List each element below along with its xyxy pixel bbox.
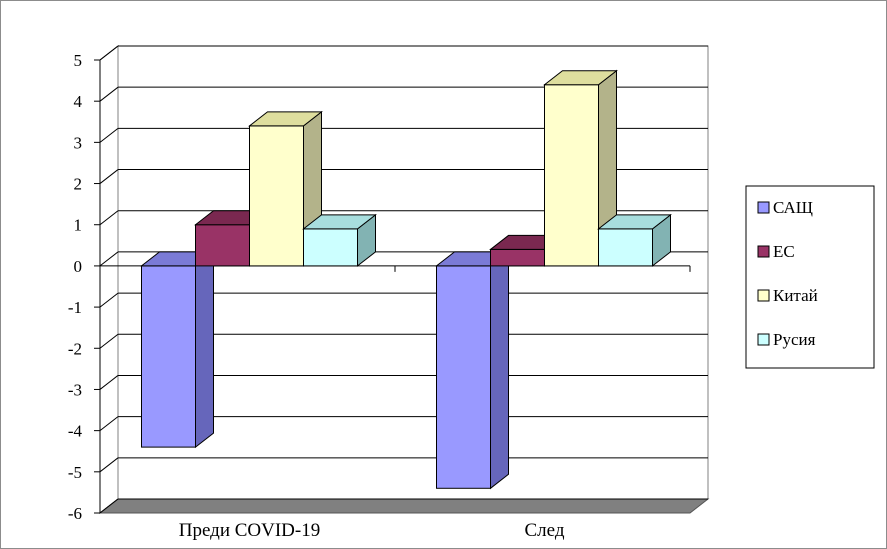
- y-tick-label: 1: [74, 216, 83, 235]
- bar-front: [141, 265, 196, 448]
- y-tick-label: 4: [74, 92, 83, 111]
- side-wall: [99, 44, 119, 515]
- y-tick-label: -6: [68, 504, 82, 523]
- gridline-side: [99, 292, 119, 308]
- legend-swatch: [757, 201, 770, 214]
- gridline-side: [99, 127, 119, 143]
- gridline-side: [99, 375, 119, 390]
- bar-top: [248, 111, 323, 127]
- y-tick-label: 2: [74, 175, 83, 194]
- legend-label: Китай: [773, 286, 818, 305]
- y-tick-label: -1: [68, 298, 82, 317]
- y-tick-label: -5: [68, 463, 82, 482]
- gridline-side: [99, 251, 119, 267]
- x-category-labels: Преди COVID-19 След: [179, 520, 565, 541]
- bar-front: [249, 125, 304, 267]
- legend-swatch: [757, 289, 770, 302]
- legend-swatch: [757, 245, 770, 258]
- gridline-side: [99, 210, 119, 226]
- gridline-side: [99, 169, 119, 184]
- y-tick-label: -3: [68, 380, 82, 399]
- bar-1-2: [435, 250, 510, 490]
- gridline-side: [99, 416, 119, 432]
- bar-front: [598, 228, 653, 267]
- bar-side: [490, 250, 509, 490]
- legend-label: Русия: [773, 330, 816, 349]
- bar-1-1: [140, 250, 215, 449]
- x-category-label: Преди COVID-19: [179, 520, 320, 541]
- bar-front: [303, 228, 358, 267]
- gridline-side: [99, 498, 119, 514]
- x-category-label: След: [524, 520, 564, 541]
- bar-top: [543, 70, 618, 86]
- legend-label: ЕС: [773, 242, 795, 261]
- y-tick-label: -2: [68, 339, 82, 358]
- legend: САЩ ЕС Китай Русия: [745, 185, 875, 369]
- gridline-side: [99, 457, 119, 473]
- y-tick-label: 5: [74, 51, 83, 70]
- y-tick-labels: 5 4 3 2 1 0 -1 -2 -3 -4 -5 -6: [68, 51, 83, 523]
- bars: [140, 69, 672, 490]
- gridline-side: [99, 45, 119, 61]
- legend-label: САЩ: [773, 198, 813, 217]
- y-tick-label: 0: [74, 257, 83, 276]
- floor: [98, 498, 710, 514]
- y-tick-label: 3: [74, 133, 83, 152]
- bar-side: [195, 250, 214, 449]
- bar-front: [490, 248, 545, 267]
- bar-front: [195, 224, 250, 267]
- bar-3-2: [543, 69, 618, 267]
- y-tick-label: -4: [68, 422, 83, 441]
- gridline-side: [99, 333, 119, 349]
- bar-front: [436, 265, 491, 489]
- bar-top: [302, 214, 377, 230]
- legend-swatch: [757, 333, 770, 346]
- bar-4-2: [597, 213, 672, 267]
- bar-4-1: [302, 213, 377, 267]
- gridline-side: [99, 86, 119, 102]
- bar-front: [544, 84, 599, 267]
- bar-top: [597, 214, 672, 230]
